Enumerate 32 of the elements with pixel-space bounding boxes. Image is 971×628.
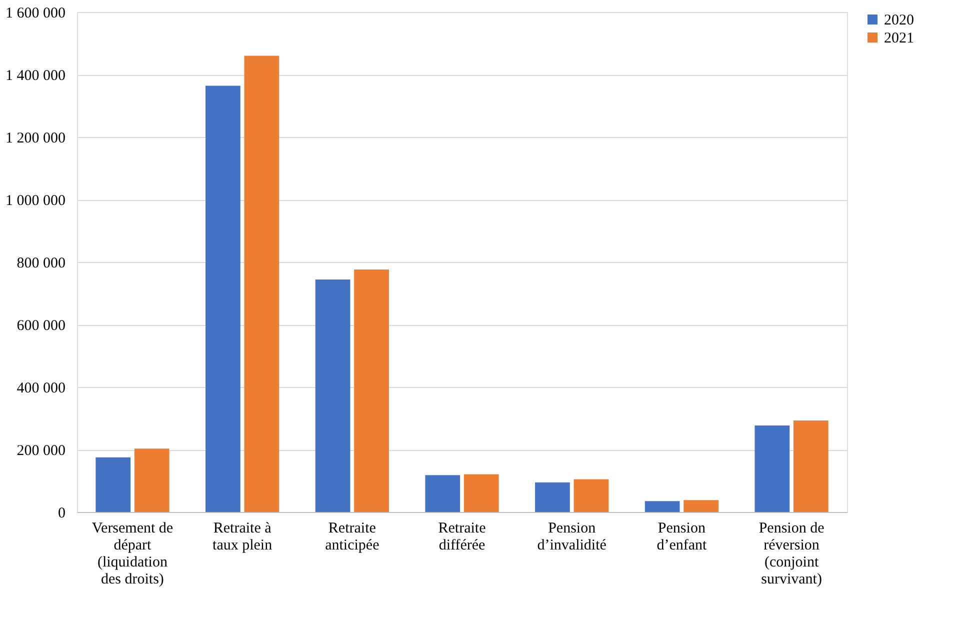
bar — [425, 475, 460, 512]
bar — [644, 501, 680, 512]
y-tick-label: 1 400 000 — [6, 68, 66, 84]
x-tick-label: Retraite à taux plein — [212, 520, 273, 554]
y-tick-label: 400 000 — [16, 380, 66, 396]
y-tick-label: 1 200 000 — [6, 130, 66, 146]
x-tick-label: Retraite anticipée — [325, 520, 380, 554]
y-tick-label: 200 000 — [16, 443, 66, 459]
bar — [96, 457, 131, 512]
legend-label: 2021 — [884, 30, 914, 46]
bar — [574, 479, 609, 512]
bar — [244, 56, 280, 512]
x-tick-label: Retraite différée — [438, 520, 486, 554]
x-tick-label: Pension d’enfant — [656, 520, 708, 554]
x-tick-label: Pension d’invalidité — [537, 520, 607, 554]
bar — [793, 420, 828, 512]
legend-label: 2020 — [884, 12, 914, 28]
y-tick-label: 0 — [58, 506, 66, 522]
bar — [315, 280, 350, 512]
bar — [535, 482, 570, 512]
y-tick-label: 800 000 — [16, 256, 66, 272]
y-tick-label: 1 000 000 — [6, 193, 66, 209]
y-tick-label: 1 600 000 — [6, 6, 66, 22]
bar — [206, 86, 240, 512]
bar — [464, 474, 499, 512]
bar — [134, 448, 170, 512]
bar — [354, 270, 389, 512]
x-tick-label: Pension de réversion (conjoint survivant) — [758, 520, 825, 588]
x-tick-label: Versement de départ (liquidation des droits) — [92, 520, 174, 588]
bar — [684, 500, 718, 512]
bar — [754, 425, 790, 512]
y-tick-label: 600 000 — [16, 318, 66, 334]
